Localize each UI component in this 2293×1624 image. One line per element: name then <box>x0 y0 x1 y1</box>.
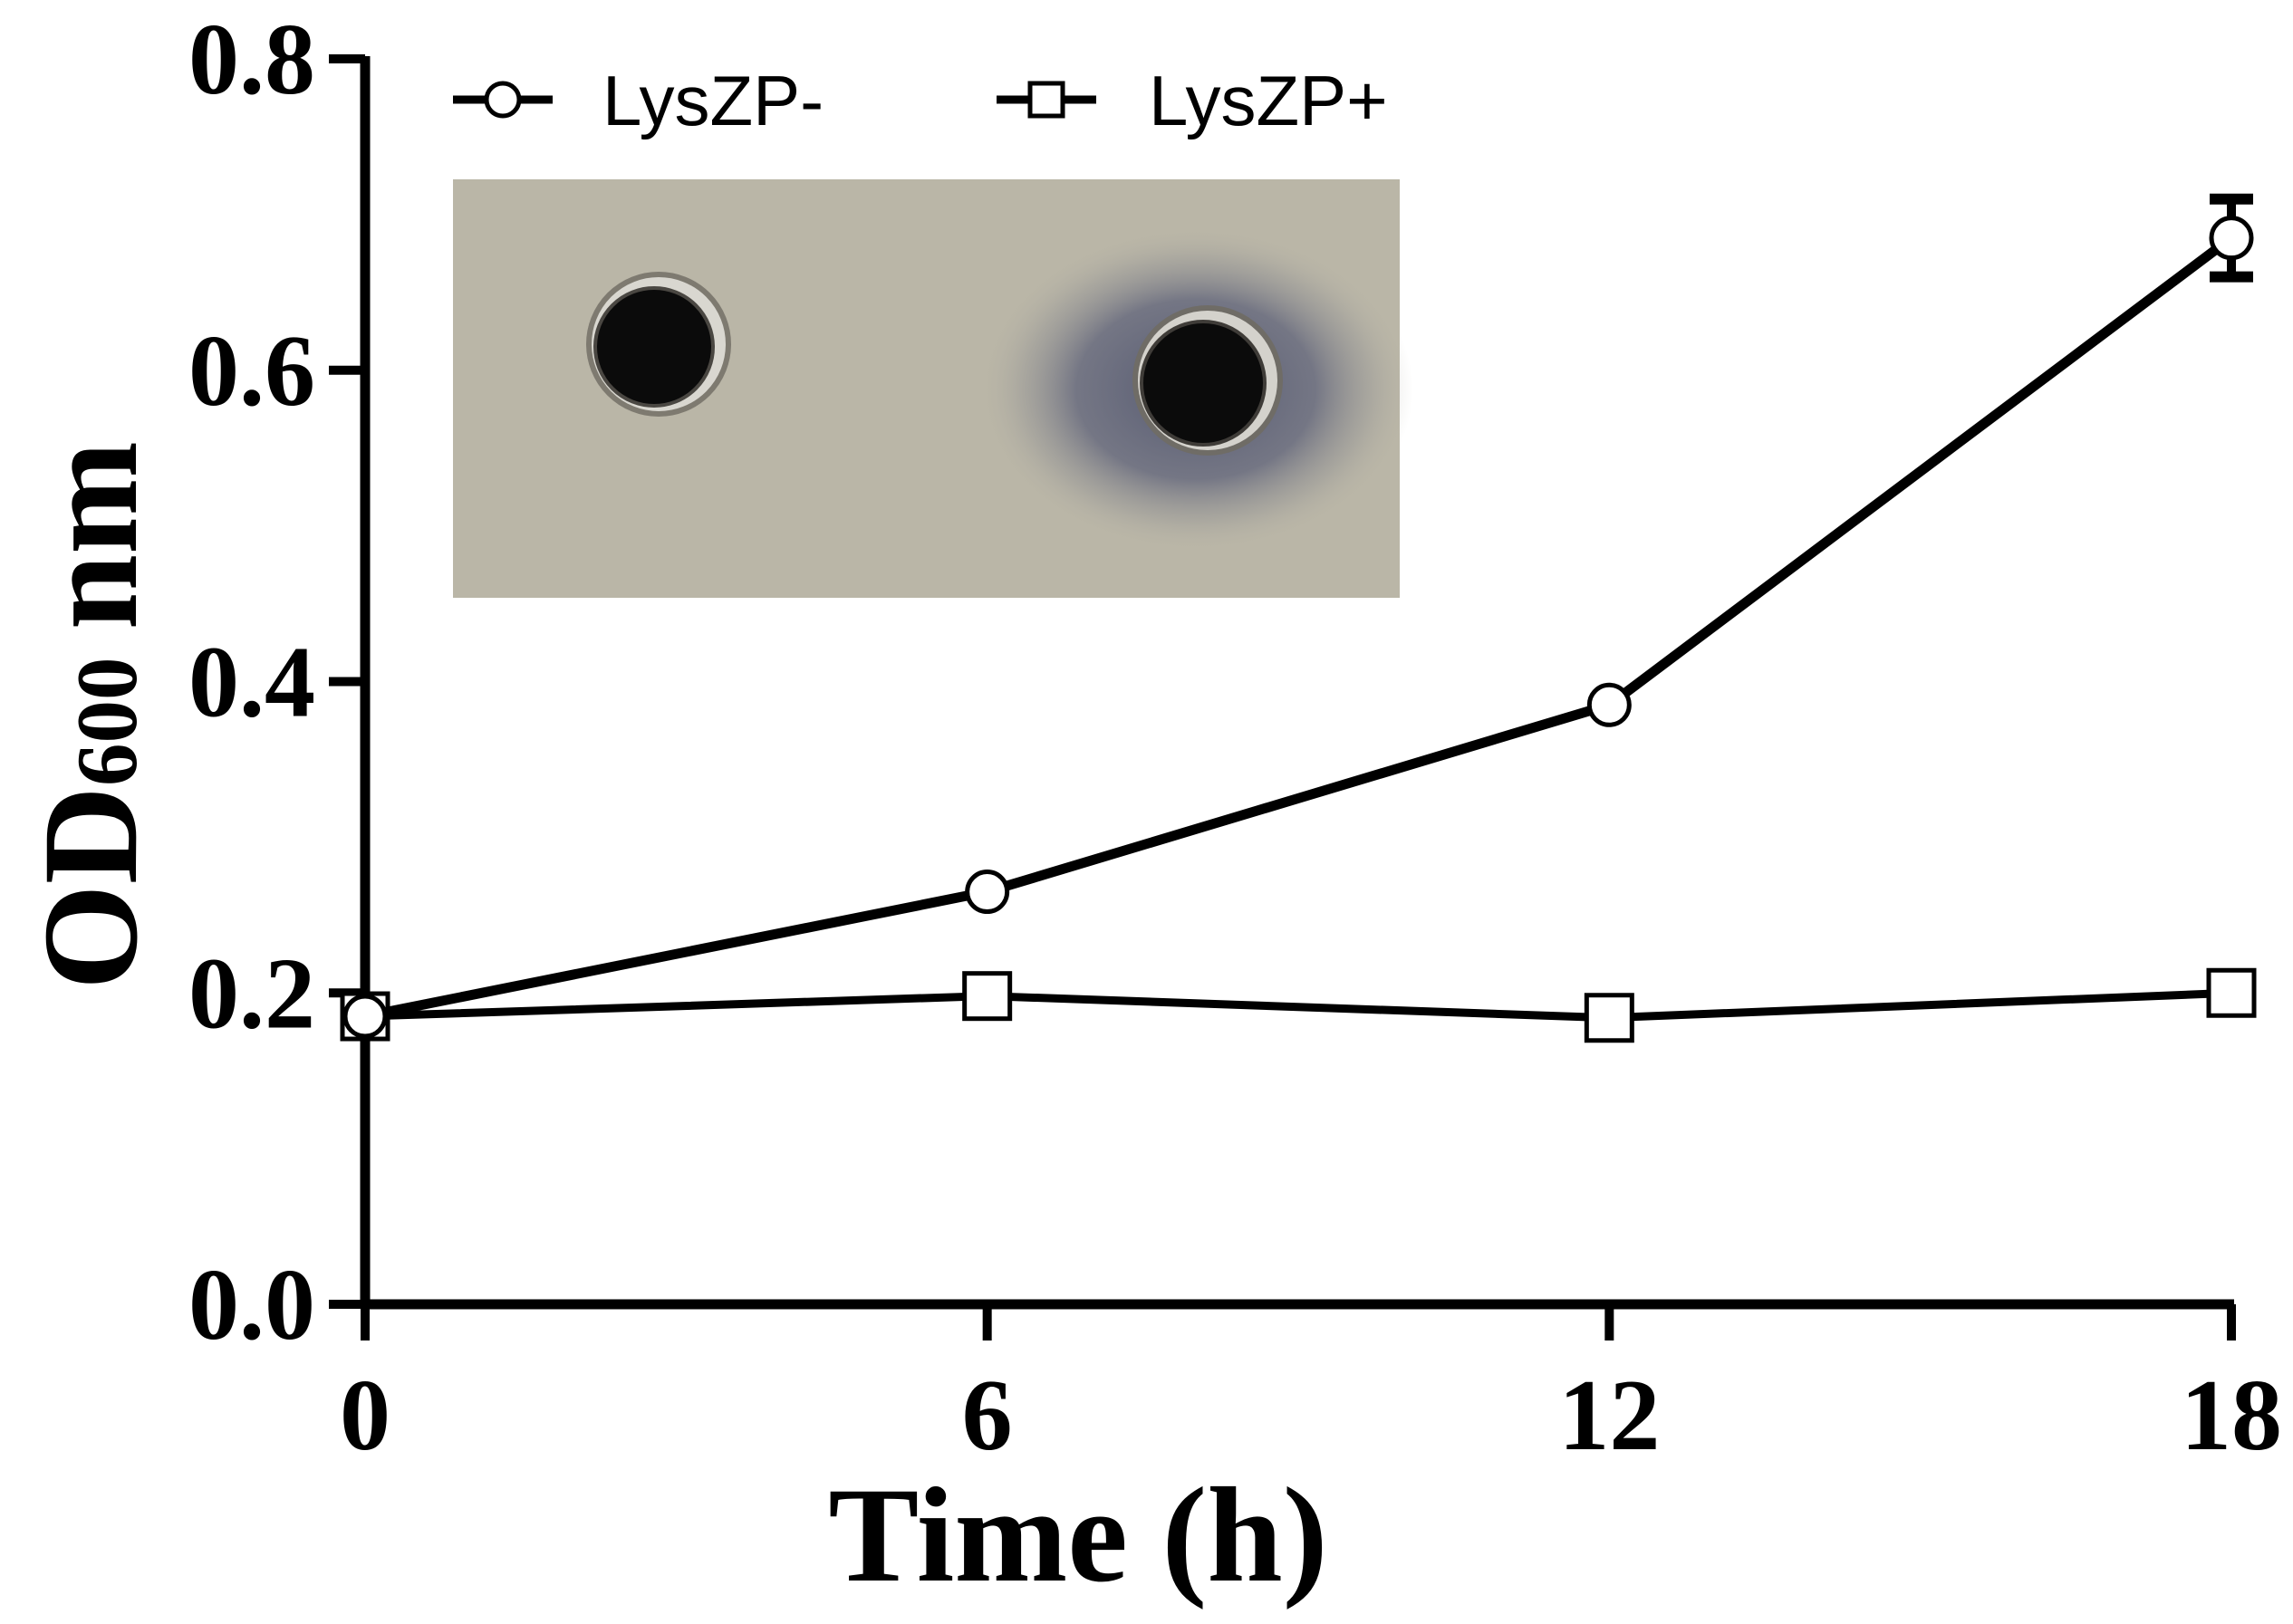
data-point <box>1586 682 1632 727</box>
x-tick-label: 6 <box>962 1360 1013 1472</box>
y-tick-label: 0.2 <box>188 937 315 1050</box>
legend-item-lyszp-plus: LysZP+ <box>997 61 1388 140</box>
inset-photo <box>453 179 1413 598</box>
inset-well-left <box>593 286 715 408</box>
series-line <box>364 988 2232 1023</box>
y-tick-label: 0.8 <box>188 4 315 116</box>
legend: LysZP- LysZP+ <box>453 61 1388 140</box>
data-point <box>2209 216 2254 261</box>
y-tick-label: 0.6 <box>188 315 315 428</box>
legend-marker <box>484 81 522 119</box>
x-tick-label: 0 <box>340 1360 390 1472</box>
data-point <box>342 994 388 1039</box>
axes: 0.0 0.2 0.4 0.6 0.8 0 6 12 18 <box>188 4 2282 1472</box>
series-lyszp-minus <box>342 193 2254 1039</box>
series-line <box>363 234 2235 1022</box>
y-axis-title-sub: 600 <box>59 657 155 786</box>
data-point <box>2206 967 2257 1018</box>
y-axis-title-unit: nm <box>15 441 166 629</box>
x-axis-title: Time (h) <box>828 1460 1327 1610</box>
series-lyszp-plus <box>340 967 2257 1043</box>
series-layer <box>340 193 2257 1043</box>
data-point <box>965 870 1010 915</box>
legend-item-lyszp-minus: LysZP- <box>453 61 824 140</box>
inset-well-right <box>1140 320 1267 447</box>
svg-text:OD600nm: OD600 nm <box>15 441 166 990</box>
legend-marker <box>1027 81 1065 119</box>
y-axis-title: OD600 nm <box>15 441 166 990</box>
legend-label: LysZP+ <box>1149 61 1388 140</box>
data-point <box>962 971 1013 1022</box>
x-tick-label: 18 <box>2181 1360 2282 1472</box>
y-tick-label: 0.0 <box>188 1249 315 1361</box>
y-tick-label: 0.4 <box>188 627 315 739</box>
y-axis-title-main: OD <box>15 786 166 990</box>
x-tick-label: 12 <box>1558 1360 1660 1472</box>
legend-label: LysZP- <box>602 61 824 140</box>
data-point <box>1584 993 1634 1043</box>
